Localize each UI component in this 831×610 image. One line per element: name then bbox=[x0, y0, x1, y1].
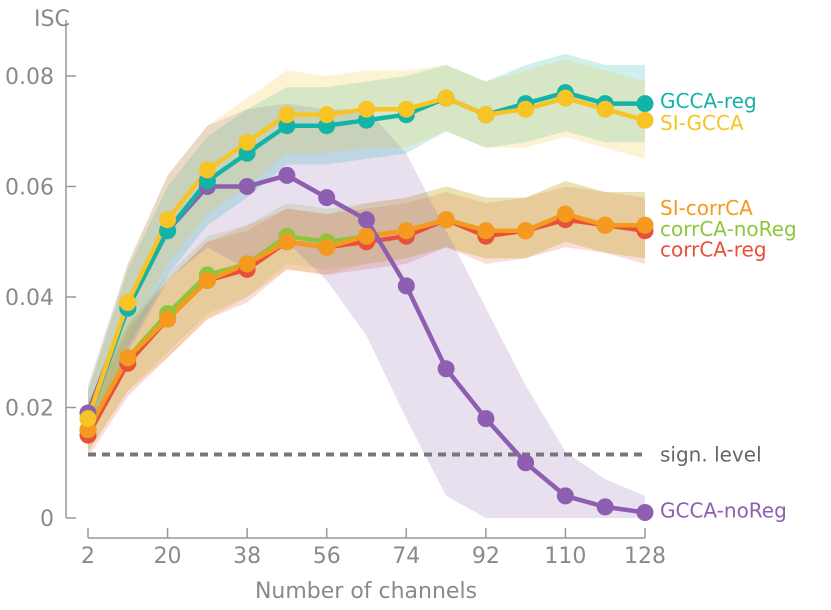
point-si-gcca bbox=[517, 100, 535, 118]
point-si-corrca bbox=[437, 211, 455, 229]
legend-corrca-noreg: corrCA-noReg bbox=[660, 217, 797, 241]
point-si-gcca bbox=[238, 133, 256, 151]
legend-si-gcca: SI-GCCA bbox=[660, 111, 744, 135]
band-gcca-reg bbox=[88, 53, 645, 447]
y-tick-label: 0 bbox=[40, 507, 54, 532]
point-si-gcca bbox=[358, 100, 375, 118]
x-tick-label: 110 bbox=[544, 544, 586, 569]
x-tick-label: 92 bbox=[472, 544, 500, 569]
point-si-corrca bbox=[318, 238, 336, 256]
x-tick-label: 38 bbox=[233, 544, 261, 569]
y-tick-label: 0.02 bbox=[5, 397, 54, 422]
series-points bbox=[79, 84, 654, 521]
point-gcca-noreg bbox=[517, 454, 535, 472]
band-corrca-noreg bbox=[88, 181, 645, 452]
y-tick-label: 0.06 bbox=[5, 176, 54, 201]
point-gcca-reg bbox=[636, 95, 654, 113]
y-tick-label: 0.04 bbox=[5, 286, 54, 311]
legend-si-corrca: SI-corrCA bbox=[660, 196, 753, 220]
point-si-corrca bbox=[358, 227, 375, 245]
x-tick-label: 20 bbox=[154, 544, 182, 569]
x-tick-label: 56 bbox=[313, 544, 341, 569]
point-si-gcca bbox=[556, 89, 574, 107]
point-gcca-noreg bbox=[238, 178, 256, 195]
point-gcca-noreg bbox=[278, 166, 296, 184]
x-axis-label: Number of channels bbox=[255, 579, 477, 604]
point-si-gcca bbox=[437, 89, 455, 107]
point-si-gcca bbox=[596, 100, 614, 118]
y-tick-label: 0.08 bbox=[5, 65, 54, 90]
significance-label: sign. level bbox=[660, 442, 762, 466]
point-si-gcca bbox=[198, 161, 216, 179]
point-gcca-noreg bbox=[556, 487, 574, 505]
x-tick-label: 128 bbox=[624, 544, 666, 569]
legend-gcca-reg: GCCA-reg bbox=[660, 89, 757, 113]
x-tick-label: 2 bbox=[81, 544, 95, 569]
point-gcca-noreg bbox=[437, 360, 455, 378]
x-tick-label: 74 bbox=[392, 544, 420, 569]
point-si-gcca bbox=[159, 211, 177, 229]
point-si-corrca bbox=[238, 255, 256, 273]
point-si-corrca bbox=[159, 310, 177, 328]
tick-labels: 0 0.02 0.04 0.06 0.08 2 20 38 56 74 92 110 128 bbox=[5, 65, 666, 569]
point-si-corrca bbox=[198, 271, 216, 289]
point-si-corrca bbox=[278, 233, 296, 251]
band-gcca-noreg bbox=[88, 103, 645, 518]
legend-corrca-reg: corrCA-reg bbox=[660, 237, 767, 261]
point-si-gcca bbox=[477, 106, 495, 124]
significance-level: sign. level bbox=[88, 442, 762, 466]
point-gcca-noreg bbox=[318, 189, 336, 207]
point-si-corrca bbox=[636, 216, 654, 234]
point-si-corrca bbox=[397, 222, 415, 240]
point-si-gcca bbox=[79, 410, 97, 428]
point-gcca-noreg bbox=[636, 504, 654, 521]
band-si-corrca bbox=[88, 181, 645, 452]
point-si-corrca bbox=[477, 222, 495, 240]
axes bbox=[65, 20, 645, 539]
point-si-gcca bbox=[318, 106, 336, 124]
point-si-corrca bbox=[119, 349, 137, 367]
point-si-corrca bbox=[517, 222, 535, 240]
point-gcca-noreg bbox=[596, 498, 614, 516]
point-si-gcca bbox=[397, 100, 415, 118]
point-gcca-noreg bbox=[397, 277, 415, 295]
point-si-gcca bbox=[119, 294, 137, 311]
point-si-gcca bbox=[636, 111, 654, 129]
point-gcca-noreg bbox=[358, 211, 375, 229]
point-si-gcca bbox=[278, 106, 296, 124]
y-axis-label: ISC bbox=[34, 7, 70, 32]
legend-gcca-noreg: GCCA-noReg bbox=[660, 498, 787, 522]
band-corrca-reg bbox=[88, 186, 645, 458]
point-gcca-noreg bbox=[477, 410, 495, 428]
point-si-corrca bbox=[596, 216, 614, 234]
point-si-corrca bbox=[556, 205, 574, 223]
